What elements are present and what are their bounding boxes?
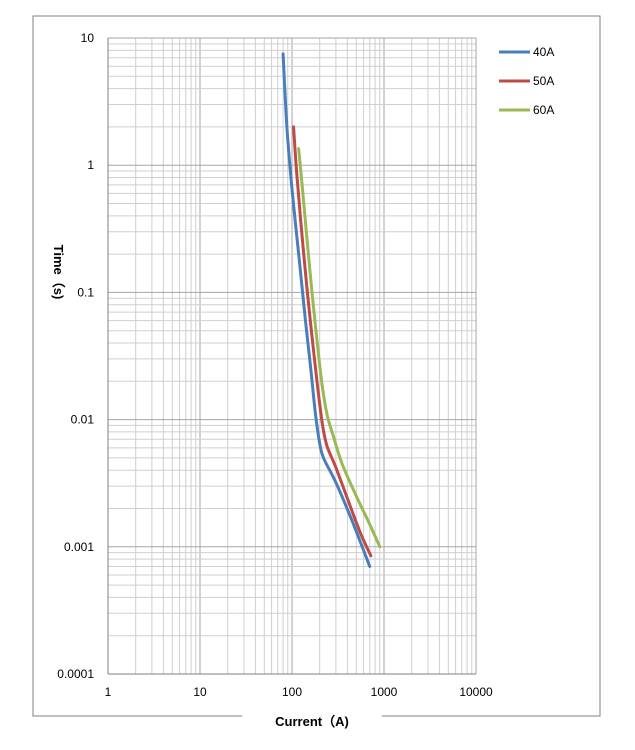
series-lines — [281, 52, 382, 568]
x-tick-label: 10 — [193, 685, 207, 699]
y-tick-label: 0.001 — [64, 540, 94, 554]
series-line-60a — [297, 147, 382, 549]
y-tick-label: 0.1 — [77, 285, 94, 299]
legend-label-60a: 60A — [533, 103, 554, 117]
legend: 40A 50A 60A — [499, 45, 554, 117]
x-tick-label: 10000 — [459, 685, 493, 699]
y-axis-title: Time（s) — [51, 245, 66, 300]
legend-label-50a: 50A — [533, 74, 554, 88]
y-tick-label: 0.0001 — [57, 667, 94, 681]
x-tick-label: 100 — [282, 685, 302, 699]
series-line-40a — [281, 52, 372, 568]
y-tick-labels: 10 1 0.1 0.01 0.001 0.0001 — [57, 31, 94, 681]
legend-label-40a: 40A — [533, 45, 554, 59]
x-axis-title-background — [242, 707, 382, 729]
x-tick-label: 1000 — [371, 685, 398, 699]
x-tick-labels: 1 10 100 1000 10000 — [105, 685, 493, 699]
series-line-50a — [292, 125, 373, 558]
x-tick-label: 1 — [105, 685, 112, 699]
axes — [107, 38, 476, 675]
y-tick-label: 10 — [81, 31, 95, 45]
x-axis-title: Current（A) — [275, 714, 349, 729]
y-tick-label: 0.01 — [71, 413, 95, 427]
y-tick-label: 1 — [87, 158, 94, 172]
